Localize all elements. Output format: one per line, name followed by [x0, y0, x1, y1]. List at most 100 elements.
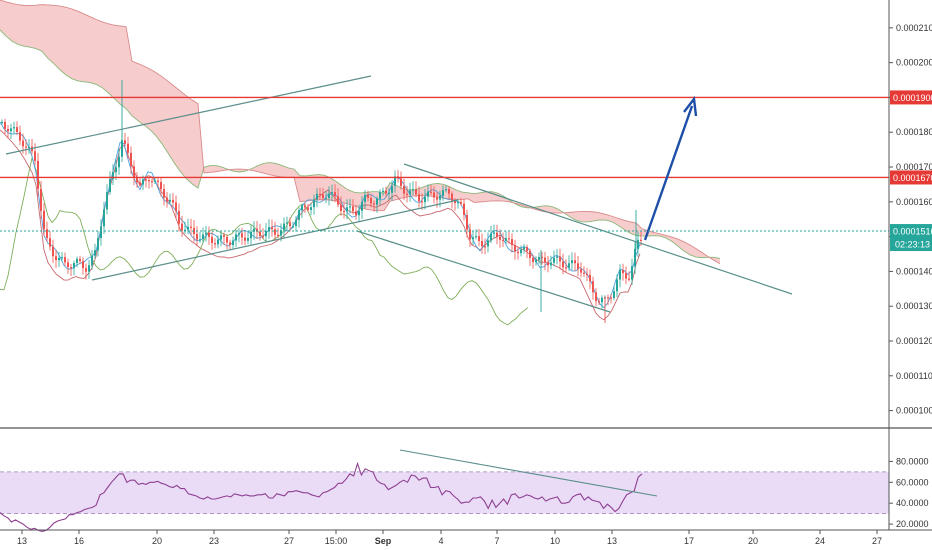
candle-body — [388, 192, 390, 194]
time-tick-label: 27 — [872, 536, 882, 546]
candle-body — [424, 196, 426, 203]
candle-body — [301, 205, 303, 211]
candle-body — [577, 263, 579, 270]
current-price-label: 0.0001516 — [893, 227, 932, 237]
candle-body — [310, 207, 312, 210]
candle-body — [229, 242, 231, 245]
candle-body — [244, 237, 246, 241]
projection-arrow[interactable] — [643, 95, 698, 241]
candle-body — [307, 207, 309, 210]
candle-body — [547, 262, 549, 266]
candle-body — [112, 172, 114, 179]
rising-support-line[interactable] — [91, 199, 459, 281]
candle-body — [76, 258, 78, 263]
candle-body — [142, 179, 144, 185]
candle-body — [334, 192, 336, 197]
candle-body — [238, 233, 240, 235]
candle-body — [607, 297, 609, 299]
candle-body — [247, 238, 249, 241]
candle-body — [139, 182, 141, 185]
falling-channel-top[interactable] — [403, 163, 793, 295]
time-tick-label: 20 — [748, 536, 758, 546]
time-tick-label: 17 — [684, 536, 694, 546]
candle-body — [196, 233, 198, 240]
candle-body — [625, 273, 627, 279]
candle-body — [52, 246, 54, 257]
candle-body — [322, 194, 324, 199]
time-tick-label: 20 — [152, 536, 162, 546]
candle-body — [529, 250, 531, 258]
candle-body — [316, 193, 318, 200]
candle-body — [391, 185, 393, 193]
candle-body — [241, 233, 243, 238]
time-tick-label: 23 — [209, 536, 219, 546]
candle-body — [553, 257, 555, 263]
candle-body — [439, 195, 441, 200]
candle-body — [199, 239, 201, 241]
candle-body — [415, 189, 417, 195]
time-tick-label: 13 — [607, 536, 617, 546]
upper-channel-line[interactable] — [5, 75, 372, 155]
candle-body — [271, 227, 273, 230]
rsi-divergence-trendline[interactable] — [399, 449, 658, 497]
candle-body — [376, 198, 378, 205]
candle-body — [400, 178, 402, 187]
candle-body — [73, 263, 75, 269]
candle-body — [298, 210, 300, 220]
candle-body — [235, 234, 237, 241]
candle-body — [109, 179, 111, 192]
candle-body — [514, 245, 516, 252]
candle-body — [175, 202, 177, 211]
candle-body — [445, 189, 447, 191]
candle-body — [160, 182, 162, 190]
candle-body — [4, 121, 6, 129]
time-tick-label: 24 — [815, 536, 825, 546]
candle-body — [184, 229, 186, 231]
candle-body — [55, 256, 57, 260]
candle-body — [538, 257, 540, 260]
candle-body — [325, 198, 327, 200]
candle-body — [340, 204, 342, 211]
candle-body — [346, 207, 348, 212]
kumo-fill — [0, 0, 720, 264]
candle-body — [496, 232, 498, 237]
horizontal-levels[interactable] — [0, 96, 889, 179]
candle-body — [640, 239, 642, 241]
candle-body — [187, 226, 189, 230]
candle-body — [598, 301, 600, 303]
candle-body — [487, 240, 489, 247]
candle-body — [532, 258, 534, 262]
candle-body — [481, 241, 483, 247]
time-axis[interactable]: 13 16 20 23 27 15:00 Sep 4 7 10 13 17 20 24 27 — [17, 530, 882, 546]
candle-body — [448, 189, 450, 194]
candle-body — [226, 236, 228, 243]
candle-body — [595, 292, 597, 302]
candle-body — [454, 200, 456, 204]
candle-body — [352, 206, 354, 212]
candle-body — [130, 152, 132, 167]
trendlines[interactable] — [5, 75, 793, 313]
rsi-line[interactable] — [0, 461, 643, 532]
rsi-axis[interactable]: 20.0000 40.0000 60.0000 80.0000 — [889, 456, 929, 529]
candle-body — [169, 199, 171, 202]
candle-body — [118, 156, 120, 168]
candle-body — [379, 191, 381, 199]
candle-body — [79, 258, 81, 262]
candle-body — [94, 250, 96, 256]
candle-body — [436, 197, 438, 200]
candle-body — [523, 247, 525, 250]
candle-body — [562, 261, 564, 268]
candle-body — [166, 197, 168, 202]
level-badge-label: 0.0001900 — [893, 93, 932, 103]
falling-channel-bottom[interactable] — [356, 230, 611, 313]
time-tick-label: 27 — [284, 536, 294, 546]
candle-body — [58, 257, 60, 261]
